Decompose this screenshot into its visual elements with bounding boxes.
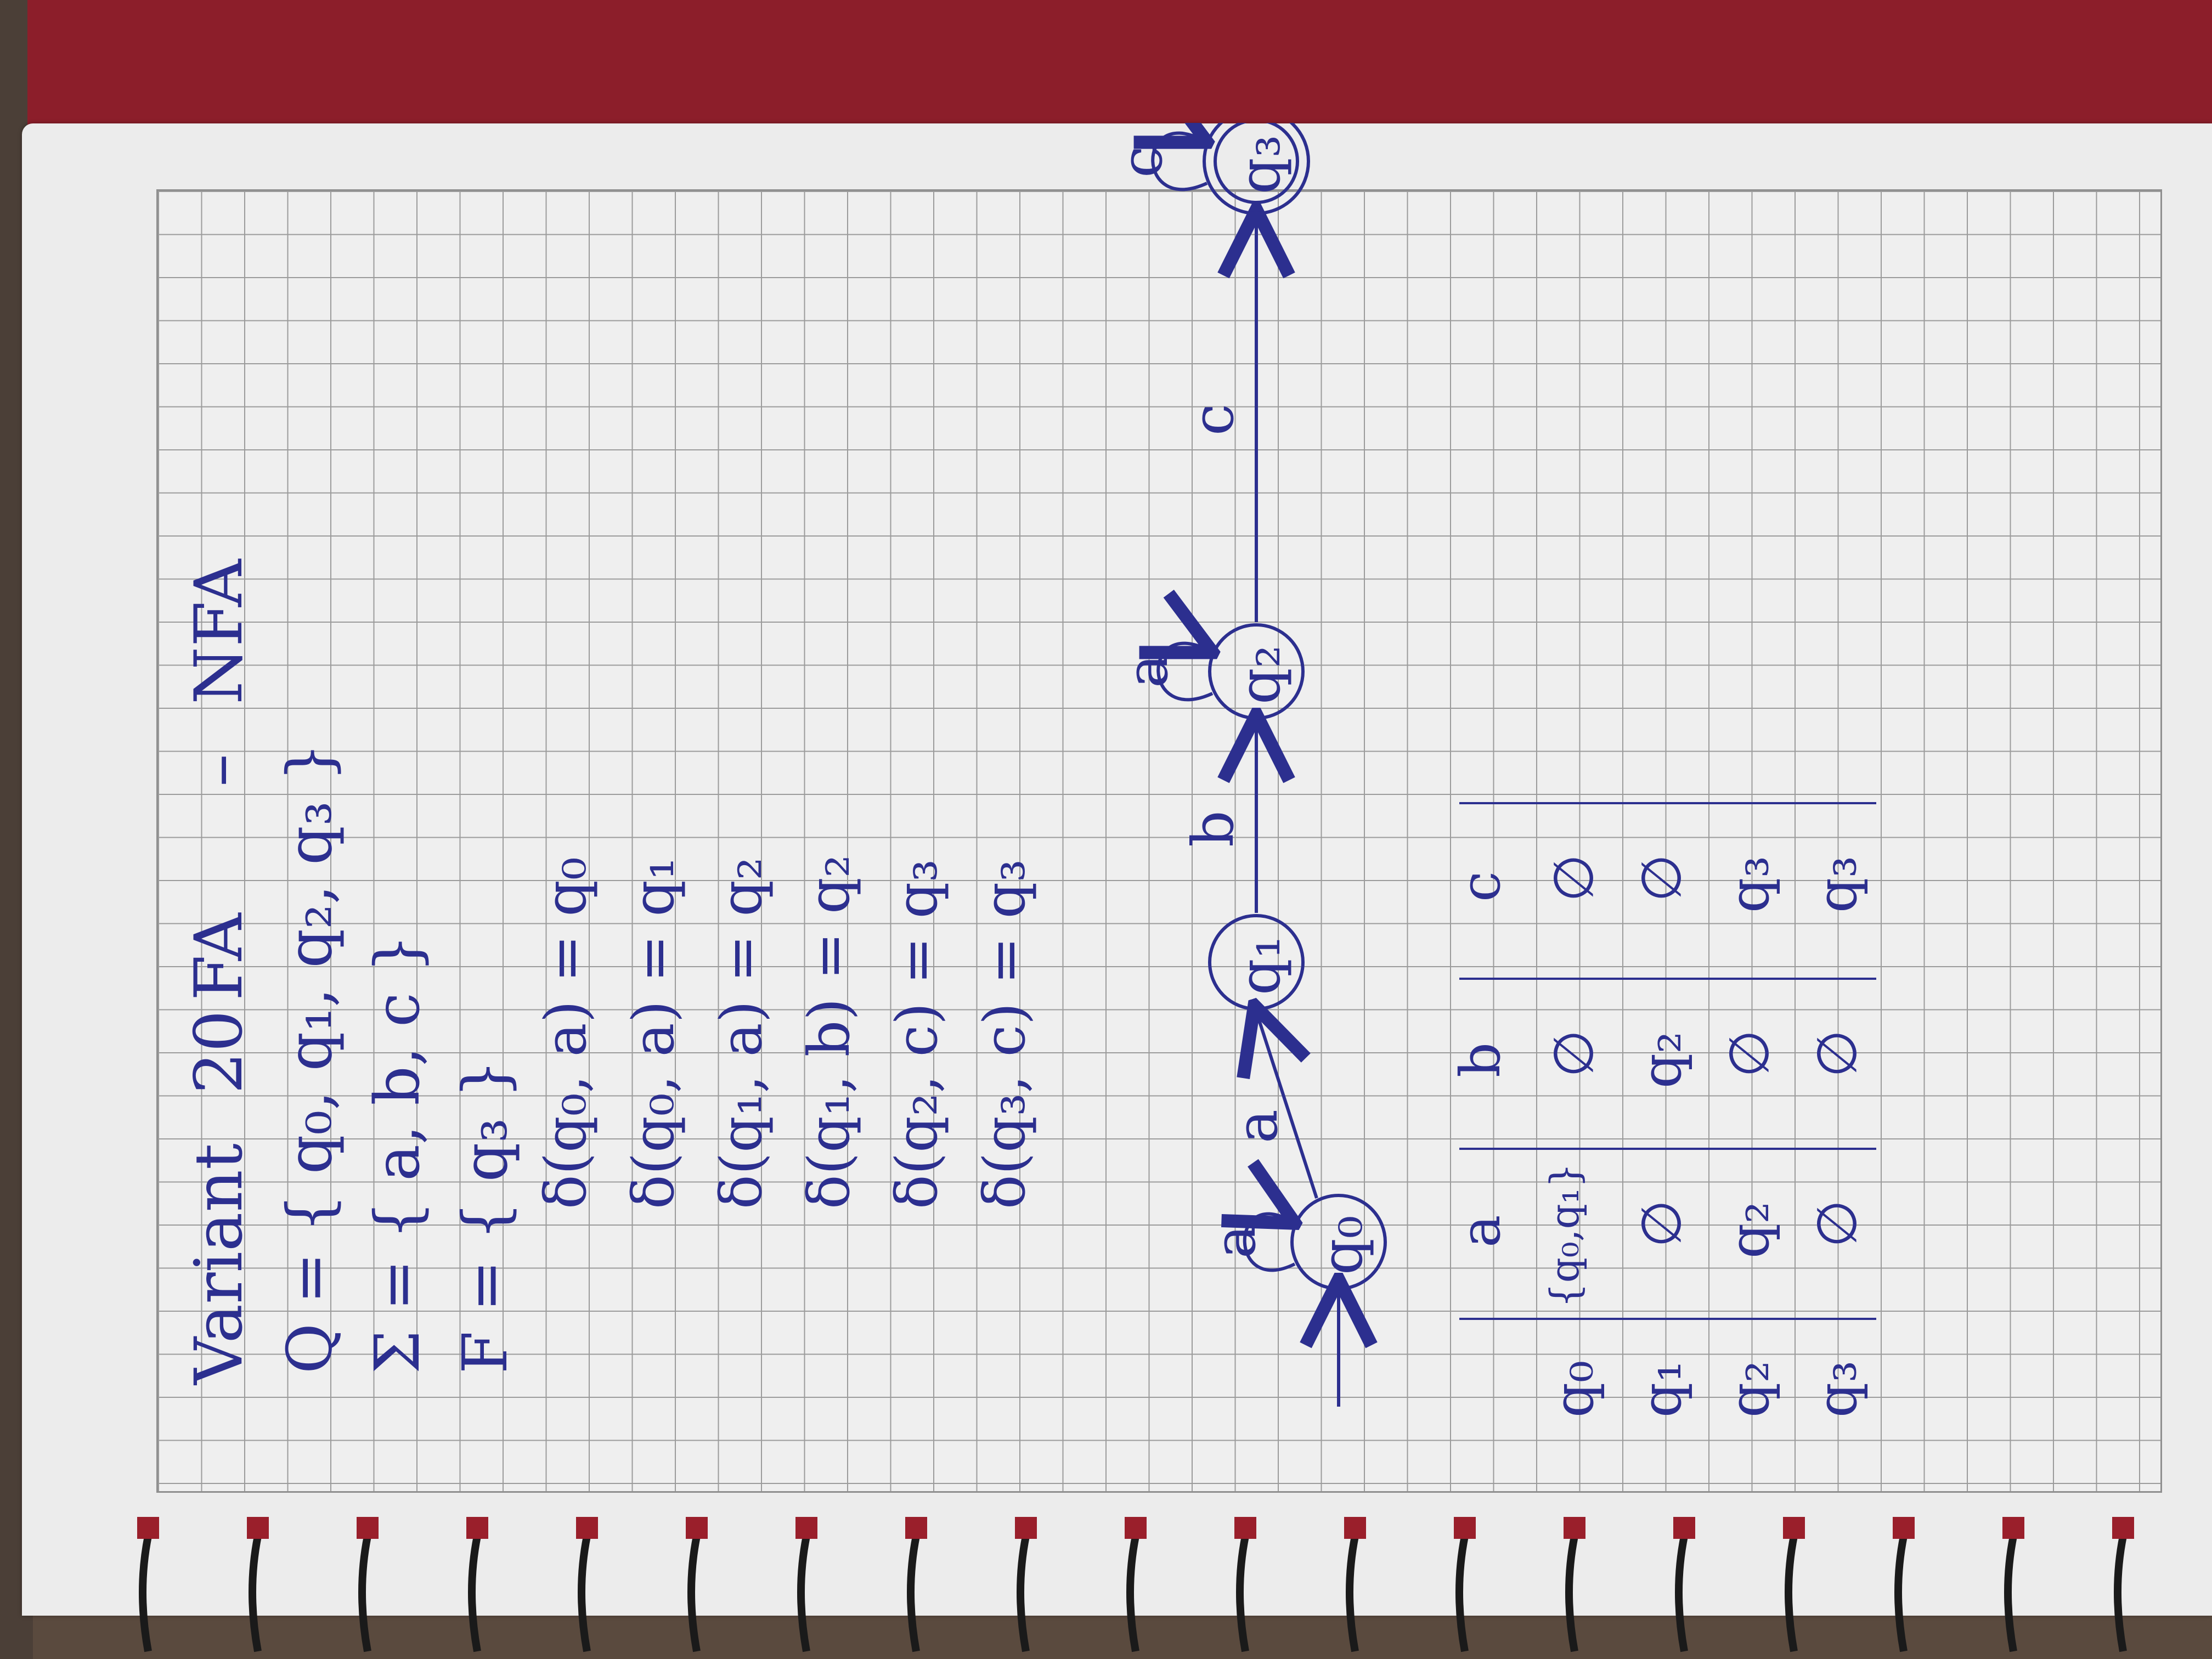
self-loop-q3 (1153, 133, 1207, 191)
table-cell-a: ∅ (1805, 1199, 1869, 1248)
transition-table-lines (1459, 802, 1876, 1320)
table-cell-c: ∅ (1542, 854, 1606, 902)
table-cell-b: ∅ (1805, 1029, 1869, 1077)
table-cell-a: q₂ (1717, 1201, 1781, 1259)
self-loop-q2 (1158, 644, 1212, 702)
table-row-state: q₁ (1629, 1360, 1694, 1418)
table-cell-c: ∅ (1629, 854, 1694, 902)
table-row-state: q₃ (1805, 1360, 1869, 1418)
state-q0-circle (1290, 1194, 1387, 1290)
state-q3-circle (1203, 123, 1310, 215)
graph-paper-grid (156, 189, 2162, 1493)
table-row-state: q₂ (1717, 1360, 1781, 1418)
table-header-c: c (1448, 871, 1513, 902)
table-cell-b: q₂ (1629, 1031, 1694, 1088)
table-cell-b: ∅ (1717, 1029, 1781, 1077)
state-q1-circle (1208, 914, 1305, 1011)
table-header-b: b (1448, 1042, 1513, 1077)
handwritten-content: Variant 20 FA – NFA Q = { q₀, q₁, q₂, q₃… (0, 123, 2140, 1659)
nfa-state-diagram (0, 123, 1387, 1407)
table-cell-c: q₃ (1717, 855, 1781, 913)
table-cell-c: q₃ (1805, 855, 1869, 913)
table-cell-a: ∅ (1629, 1199, 1694, 1248)
state-q2-circle (1208, 623, 1305, 720)
state-q3-inner-circle (1214, 123, 1299, 204)
table-header-a: a (1448, 1215, 1513, 1248)
spiral-binding (137, 1517, 2134, 1652)
table-row-state: q₀ (1542, 1360, 1606, 1418)
table-cell-b: ∅ (1542, 1029, 1606, 1077)
edge-q0-q1 (1256, 1012, 1318, 1199)
table-cell-a: {q₀,q₁} (1542, 1163, 1588, 1308)
self-loop-q0 (1245, 1214, 1295, 1272)
